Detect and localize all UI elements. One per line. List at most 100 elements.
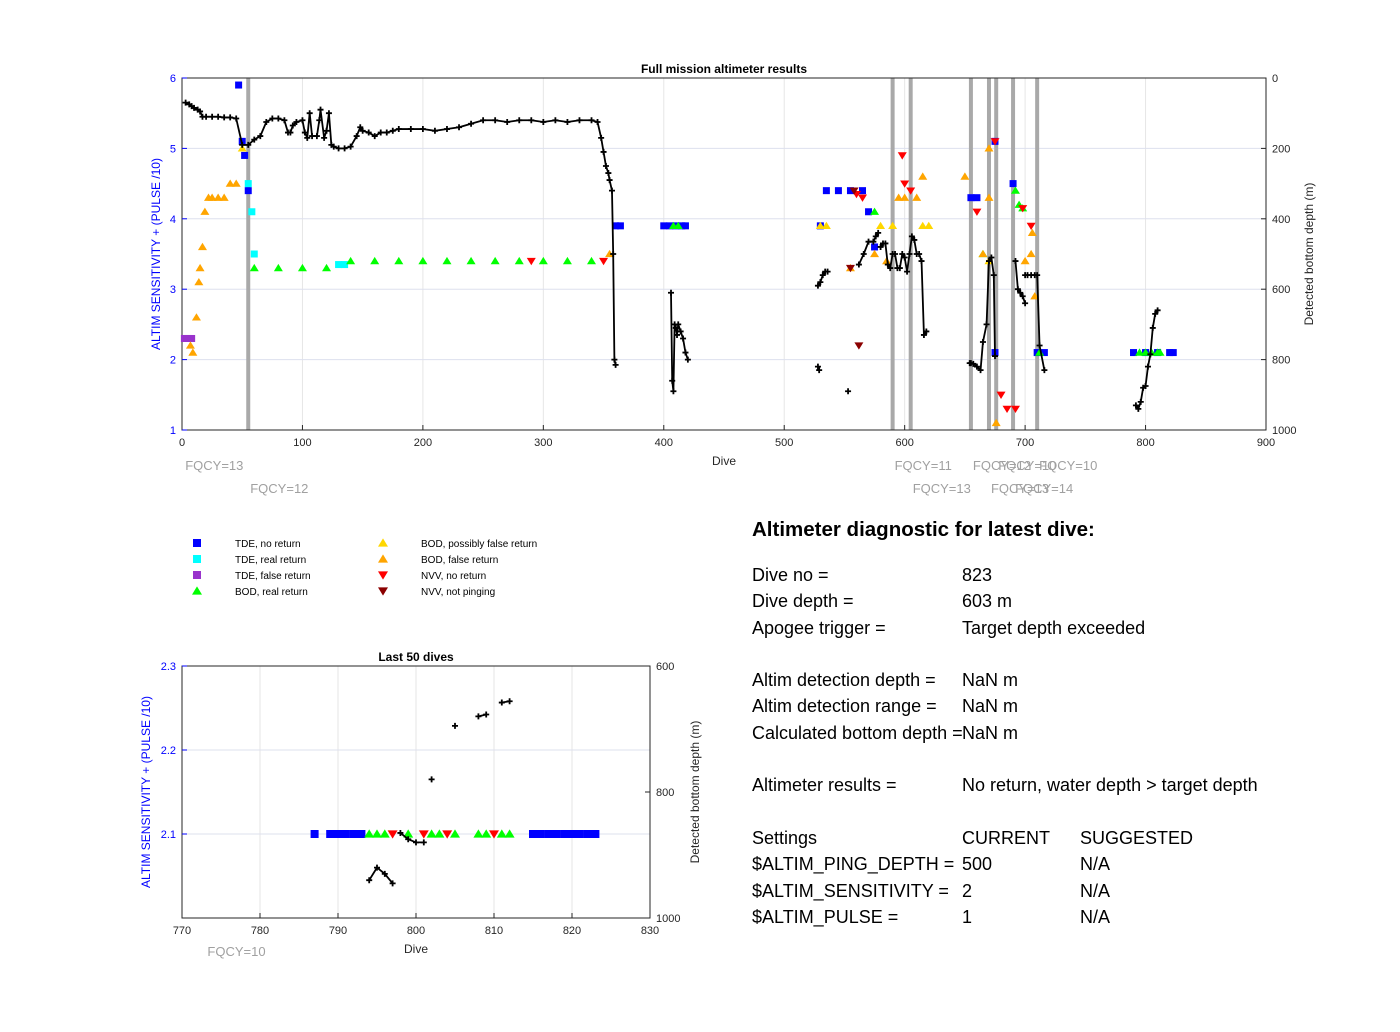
marker-bod-real-return [496, 829, 507, 838]
legend-marker [378, 587, 388, 596]
fqcy-label: FQCY=10 [207, 944, 265, 959]
marker-bod-false-return [194, 278, 204, 286]
legend-marker [193, 539, 201, 547]
marker-bod-real-return [370, 256, 380, 265]
y-right-tick-label: 400 [1272, 214, 1290, 226]
bottom-depth-point [855, 261, 862, 268]
marker-bod-false-return [195, 263, 205, 272]
y-left-tick-label: 5 [170, 143, 176, 155]
bottom-depth-point [1019, 293, 1026, 300]
setting-row: $ALTIM_PING_DEPTH = 500 N/A [752, 851, 1372, 877]
marker-bod-false-return [912, 193, 922, 201]
bottom-depth-point [824, 268, 831, 275]
marker-tde-no-return [1166, 349, 1174, 357]
current-header: CURRENT [962, 827, 1050, 848]
legend: TDE, no return TDE, real return TDE, false… [192, 538, 537, 598]
marker-tde-no-return [865, 208, 873, 216]
bottom-depth-point [877, 243, 884, 250]
bottom-depth-point [1142, 383, 1149, 389]
bottom-depth-point [357, 124, 364, 131]
altimeter-diagnostic-panel: Altimeter diagnostic for latest dive: Di… [752, 518, 1372, 930]
legend-marker [378, 538, 388, 547]
bottom-depth-point [920, 331, 927, 338]
bottom-depth-point [374, 864, 380, 871]
marker-tde-no-return [349, 830, 358, 838]
y-right-tick-label: 1000 [656, 913, 680, 925]
bottom-depth-point [992, 353, 998, 360]
x-tick-label: 800 [407, 925, 425, 937]
marker-bod-real-return [434, 829, 445, 838]
marker-bod-real-return [297, 263, 307, 272]
marker-bod-false-return [1027, 228, 1037, 237]
bottom-depth-point [1017, 289, 1024, 296]
bottom-depth-point [335, 145, 342, 152]
marker-tde-real-return [335, 261, 343, 269]
bottom-depth-point [347, 143, 354, 150]
marker-nvv-no-return [900, 180, 910, 188]
bottom-depth-series [182, 99, 1161, 412]
apogee-value: Target depth exceeded [962, 617, 1146, 638]
marker-bod-false-return [978, 249, 988, 258]
marker-bod-real-return [587, 256, 597, 265]
detection-range-row: Altim detection range = NaN m [752, 693, 1372, 719]
bottom-depth-point [203, 113, 210, 120]
bottom-depth-point [887, 265, 894, 272]
y-right-tick-label: 200 [1272, 143, 1290, 155]
bottom-depth-point [359, 127, 366, 134]
y-left-axis-label: ALTIM SENSITIVITY + (PULSE /10) [149, 158, 163, 350]
bottom-depth-point [431, 127, 438, 134]
bottom-depth-point [480, 117, 487, 124]
marker-nvv-no-return [442, 830, 453, 839]
y-left-tick-label: 3 [170, 284, 176, 296]
setting-current: 1 [962, 906, 973, 927]
marker-tde-no-return [560, 830, 569, 838]
legend-label: BOD, possibly false return [421, 539, 537, 550]
legend-marker [378, 571, 388, 580]
bottom-depth-line [368, 866, 394, 884]
bottom-depth-point [882, 240, 889, 247]
bottom-depth-point [670, 388, 677, 395]
marker-nvv-no-return [1026, 222, 1036, 230]
bottom-depth-point [316, 117, 323, 124]
diagnostic-title: Altimeter diagnostic for latest dive: [752, 518, 1095, 541]
x-tick-label: 790 [329, 925, 347, 937]
legend-label: NVV, not pinging [421, 587, 495, 598]
bottom-depth-point [483, 711, 490, 718]
bottom-depth-point [1036, 342, 1043, 349]
bottom-depth-point [475, 713, 482, 720]
x-tick-label: 820 [563, 925, 581, 937]
marker-bod-possibly-false-return [924, 221, 934, 229]
marker-bod-false-return [1020, 256, 1030, 265]
setting-row: $ALTIM_SENSITIVITY = 2 N/A [752, 878, 1372, 904]
bottom-depth-point [988, 254, 995, 261]
bottom-depth-point [365, 129, 372, 136]
bottom-depth-point [1041, 367, 1048, 374]
marker-bod-real-return [514, 256, 524, 265]
bottom-depth-point [182, 99, 189, 106]
data-markers [180, 81, 1177, 427]
bottom-depth-point [257, 133, 264, 140]
bottom-depth-point [419, 126, 426, 133]
marker-tde-no-return [326, 830, 335, 838]
bottom-depth-point [389, 880, 396, 887]
marker-tde-no-return [1040, 349, 1048, 357]
data-markers [310, 829, 600, 839]
y-left-tick-label: 2.2 [161, 745, 176, 757]
bottom-depth-point [1149, 324, 1156, 331]
marker-tde-no-return [846, 187, 854, 195]
marker-nvv-not-pinging [845, 264, 855, 273]
marker-tde-no-return [612, 222, 620, 230]
setting-suggested: N/A [1080, 854, 1111, 875]
fqcy-label: FQCY=12 [250, 481, 308, 496]
marker-bod-real-return [1155, 348, 1165, 356]
bottom-depth-point [407, 126, 414, 133]
marker-bod-false-return [870, 249, 880, 258]
marker-tde-real-return [244, 180, 252, 188]
bottom-depth-point [872, 233, 879, 240]
bottom-depth-point [317, 106, 324, 113]
marker-bod-possibly-false-return [815, 221, 825, 229]
marker-nvv-no-return [906, 187, 916, 195]
marker-nvv-no-return [1010, 405, 1020, 414]
bottom-depth-point [516, 117, 523, 124]
bottom-depth-value: NaN m [962, 722, 1019, 743]
